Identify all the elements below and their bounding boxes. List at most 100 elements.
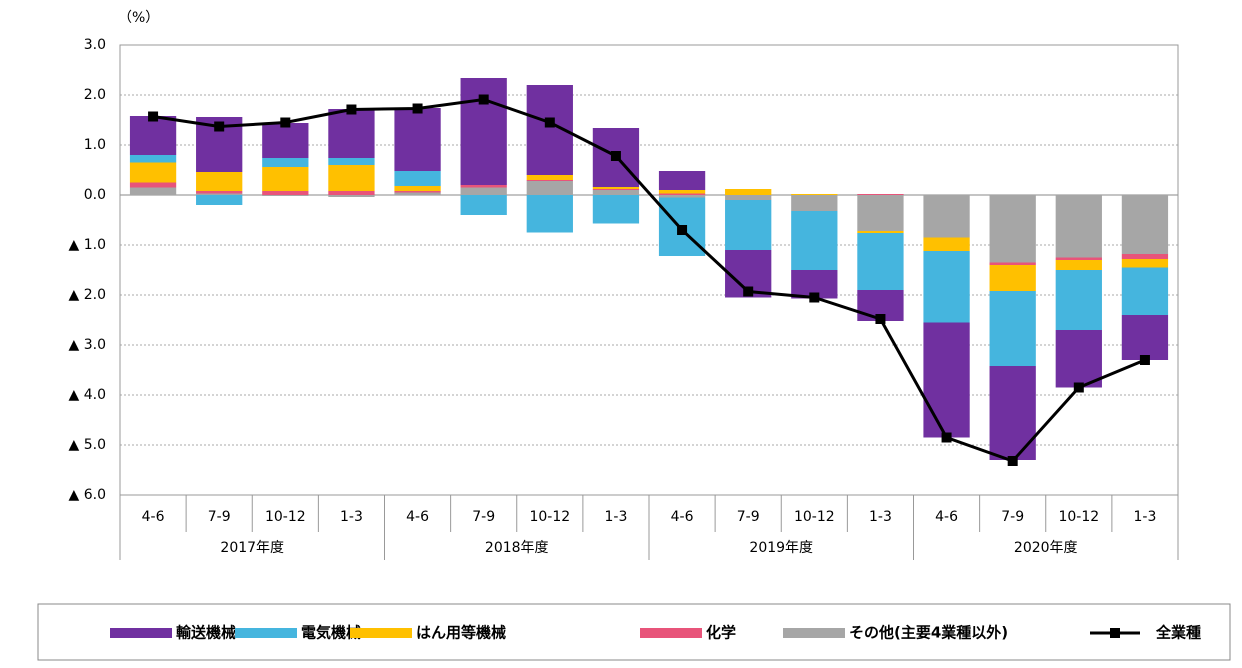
y-tick-label: ▲ 3.0 [69,337,106,353]
legend-swatch [350,628,412,638]
line-marker [148,111,159,122]
bar-segment [1121,259,1169,268]
x-tick-label: 4-6 [671,509,694,525]
legend-box [37,603,1231,661]
legend-swatch [110,628,172,638]
legend-label: 輸送機械 [176,624,236,642]
bar-segment [989,366,1036,460]
line-marker [346,104,357,115]
x-tick-label: 4-6 [935,509,958,525]
line [152,97,1146,463]
bar-segment [725,189,772,195]
x-tick-label: 10-12 [529,509,570,525]
bar-segment [989,262,1036,265]
y-tick-label: ▲ 2.0 [69,287,106,303]
y-tick-label: ▲ 6.0 [69,487,106,503]
line-marker [544,117,555,128]
bar-segment [196,191,243,194]
bar-segment [923,251,970,323]
legend: 輸送機械 電気機械 はん用等機械 化学 その他(主要4業種以外) 全業種 [110,624,1201,642]
bar-segment [989,195,1036,263]
bar-segment [857,231,904,233]
bar-segment [460,187,507,195]
bar-segment [857,195,904,231]
bar-segment [129,162,177,183]
line-marker [412,103,423,114]
bar-segment [592,189,640,190]
bar-segment [658,195,706,198]
legend-label: その他(主要4業種以外) [849,624,1008,642]
x-tick-label: 4-6 [406,509,429,525]
x-tick-label: 1-3 [340,509,363,525]
y-tick-label: 2.0 [84,87,106,103]
bar-segment [129,187,177,195]
line-marker [1139,355,1150,365]
bar-segment [1121,254,1169,259]
y-tick-label: 1.0 [84,137,106,153]
bar-segment [262,167,309,191]
line-marker [875,314,886,324]
bar-segment [526,175,573,180]
y-tick-label: 3.0 [84,37,106,53]
bar-segment [857,233,904,290]
bar-segment [791,194,838,195]
x-tick-label: 7-9 [737,509,760,525]
bar-segment [526,180,573,181]
bar-segment [989,291,1036,366]
x-tick-label: 7-9 [472,509,495,525]
bar-segment [394,191,441,193]
x-tick-label: 4-6 [142,509,165,525]
legend-label: 化学 [706,624,736,642]
legend-swatch [783,628,845,638]
group-label: 2018年度 [485,540,549,556]
line-marker [478,94,489,105]
bar-segment [1055,330,1102,388]
y-tick-label: ▲ 1.0 [69,237,106,253]
bar-segment [1121,195,1169,254]
bar-segment [923,195,970,238]
legend-swatch [235,628,297,638]
line-marker [280,117,291,128]
x-tick-label: 10-12 [265,509,306,525]
bar-segment [460,195,507,215]
bar-segment [262,191,309,195]
bar-segment [923,322,970,438]
bar-segment [460,78,507,185]
x-tick-label: 7-9 [1001,509,1024,525]
bar-segment [129,155,177,163]
legend-label: はん用等機械 [416,624,506,642]
bar-segment [394,171,441,186]
bar-segment [328,158,375,165]
bar-segment [791,195,838,211]
bar-segment [658,193,706,195]
bar-segment [394,108,441,171]
bar-segment [262,158,309,167]
bar-segment [262,195,309,196]
bar-segment [592,190,640,195]
bar-segment [460,185,507,188]
line-marker [677,225,688,235]
y-unit-label: （%） [118,10,159,26]
line-marker [743,286,754,297]
bar-segment [1121,267,1169,315]
bar-segment [196,195,243,205]
bar-segment [791,211,838,270]
group-label: 2017年度 [220,540,284,556]
line-marker [1073,382,1084,393]
bar-segment [1055,195,1102,258]
x-tick-label: 1-3 [605,509,628,525]
y-tick-label: ▲ 5.0 [69,437,106,453]
bar-segment [129,182,177,188]
legend-label: 全業種 [1155,624,1201,642]
bar-segment [658,190,706,194]
x-tick-label: 1-3 [869,509,892,525]
line-marker [809,292,820,303]
x-tick-label: 7-9 [208,509,231,525]
legend-label: 電気機械 [301,624,361,642]
bar-segment [1055,257,1102,260]
bar-segment [328,165,375,191]
bar-segment [196,172,243,191]
x-tick-label: 10-12 [794,509,835,525]
bar-segment [592,195,640,224]
